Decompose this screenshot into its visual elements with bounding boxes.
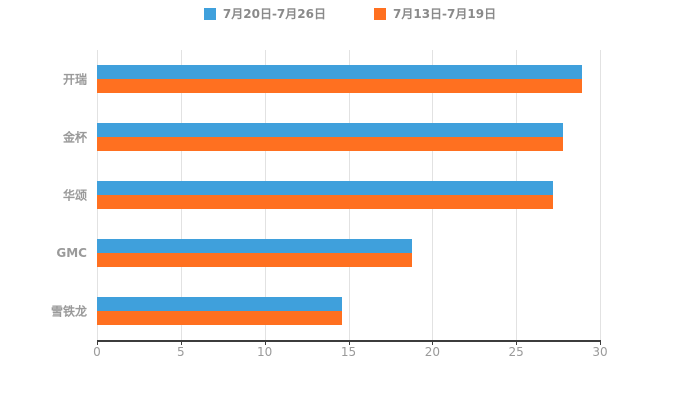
x-tick-label: 30	[592, 345, 608, 359]
legend-item-1[interactable]: 7月13日-7月19日	[374, 5, 496, 22]
x-tick-label: 5	[177, 345, 185, 359]
plot-area	[97, 50, 601, 345]
bar[interactable]	[97, 123, 564, 137]
axis-tick	[348, 340, 350, 345]
x-axis-labels: 0 5 10 15 20 25 30	[93, 345, 607, 363]
bar[interactable]	[97, 239, 413, 253]
y-category-label: 金杯	[62, 130, 87, 145]
legend-swatch-icon	[203, 7, 216, 20]
bar[interactable]	[97, 253, 413, 267]
bar[interactable]	[97, 297, 342, 311]
y-category-label: 华颂	[62, 188, 87, 203]
legend-label: 7月20日-7月26日	[222, 7, 326, 21]
axis-tick	[600, 340, 601, 345]
bar[interactable]	[97, 195, 554, 209]
bar[interactable]	[97, 137, 564, 151]
y-category-label: 开瑞	[62, 72, 87, 87]
y-category-label: GMC	[56, 246, 87, 260]
axis-tick	[264, 340, 266, 345]
bar[interactable]	[97, 79, 582, 93]
x-tick-label: 15	[340, 345, 357, 359]
chart-legend: 7月20日-7月26日 7月13日-7月19日	[0, 5, 700, 22]
x-tick-label: 10	[257, 345, 273, 359]
bar[interactable]	[97, 181, 554, 195]
x-tick-label: 0	[93, 345, 101, 359]
bar[interactable]	[97, 311, 342, 325]
y-category-label: 雪铁龙	[50, 304, 87, 319]
axis-tick	[432, 340, 434, 345]
axis-tick	[516, 340, 518, 345]
axis-tick	[97, 340, 98, 345]
gridline	[600, 50, 601, 340]
x-tick-label: 20	[424, 345, 440, 359]
bar[interactable]	[97, 65, 582, 79]
legend-item-0[interactable]: 7月20日-7月26日	[203, 5, 326, 22]
legend-label: 7月13日-7月19日	[393, 7, 497, 21]
x-tick-label: 25	[508, 345, 524, 359]
legend-swatch-icon	[374, 7, 386, 20]
axis-tick	[180, 340, 182, 345]
y-axis-labels: 开瑞金杯华颂 GMC 雪铁龙	[0, 50, 97, 340]
